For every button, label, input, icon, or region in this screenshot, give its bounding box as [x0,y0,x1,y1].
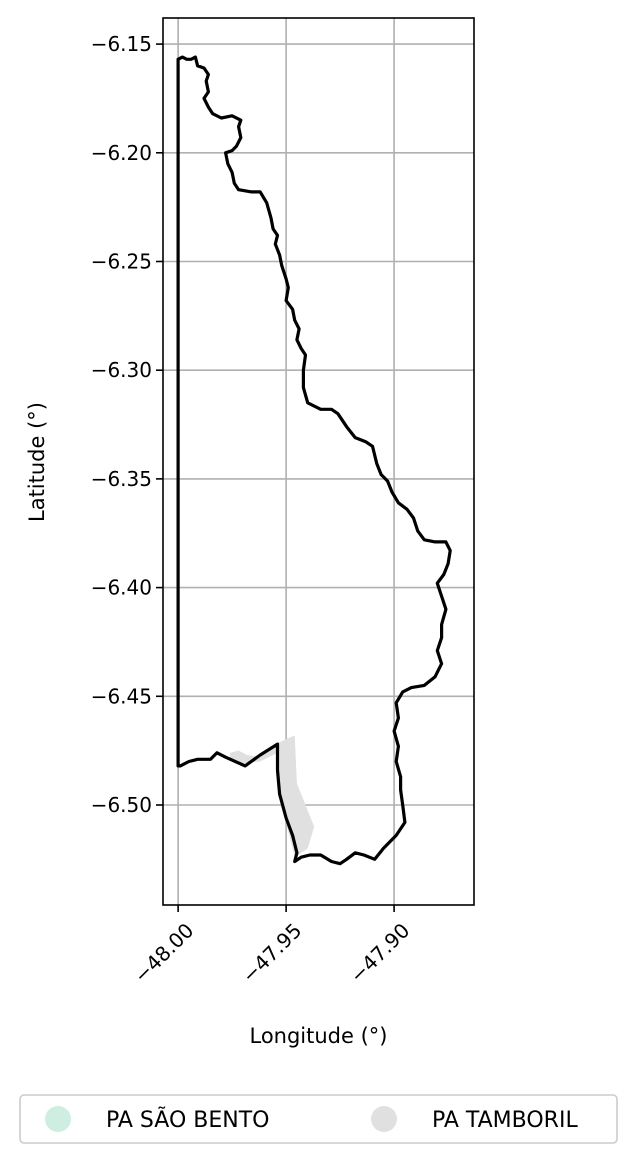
y-tick-label: −6.30 [91,358,152,382]
legend-marker-pa-tamboril [371,1106,397,1132]
legend-label-pa-sao-bento: PA SÃO BENTO [106,1106,269,1133]
y-tick-label: −6.45 [91,684,152,708]
x-axis-label: Longitude (°) [249,1024,387,1048]
legend-marker-pa-sao-bento [45,1106,71,1132]
y-tick-label: −6.50 [91,793,152,817]
y-tick-label: −6.20 [91,141,152,165]
y-tick-label: −6.40 [91,576,152,600]
legend: PA SÃO BENTO PA TAMBORIL [19,1094,618,1144]
grid [163,18,474,905]
map-layers [176,55,452,866]
y-tick-label: −6.15 [91,32,152,56]
y-tick-label: −6.35 [91,467,152,491]
plot-frame [162,17,475,906]
boundary-outline [176,55,452,866]
y-axis-label: Latitude (°) [25,402,49,522]
y-tick-label: −6.25 [91,249,152,273]
legend-box [19,1094,618,1144]
legend-label-pa-tamboril: PA TAMBORIL [432,1108,578,1133]
pa-tamboril-polygon [230,735,315,858]
